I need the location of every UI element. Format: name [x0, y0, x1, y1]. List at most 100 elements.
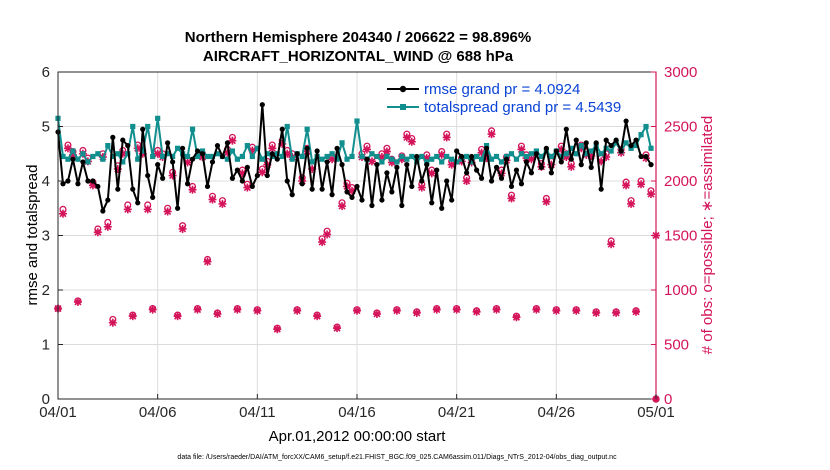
rmse-point — [474, 167, 480, 173]
obs-assimilated-point — [362, 145, 371, 154]
rmse-point — [563, 126, 569, 132]
spread-point — [354, 118, 360, 124]
y-tick-label-right: 2500 — [664, 119, 697, 136]
rmse-point — [289, 192, 295, 198]
rmse-point — [249, 183, 255, 190]
obs-assimilated-point — [567, 162, 576, 171]
rmse-point — [244, 164, 250, 170]
spread-point — [80, 151, 86, 157]
rmse-point — [483, 145, 490, 151]
rmse-point — [533, 151, 540, 157]
obs-assimilated-point — [632, 307, 641, 316]
obs-assimilated-point — [103, 222, 112, 231]
legend-spread-marker — [400, 104, 406, 110]
spread-point — [633, 142, 639, 149]
obs-assimilated-point — [63, 144, 72, 153]
obs-assimilated-point — [637, 180, 646, 189]
spread-point — [214, 151, 221, 157]
spread-point — [583, 151, 589, 157]
rmse-point — [518, 181, 525, 187]
obs-assimilated-point — [372, 309, 381, 318]
spread-point — [598, 151, 604, 157]
obs-assimilated-point — [472, 307, 481, 316]
spread-point — [623, 140, 629, 146]
spread-point — [643, 123, 649, 130]
obs-assimilated-point — [462, 177, 471, 185]
obs-assimilated-point — [188, 185, 197, 194]
obs-assimilated-point — [313, 312, 322, 321]
spread-point — [503, 153, 510, 160]
obs-assimilated-point — [208, 195, 217, 204]
rmse-point — [618, 148, 624, 154]
obs-assimilated-point — [123, 205, 132, 214]
rmse-point — [628, 142, 634, 149]
rmse-point — [464, 170, 470, 176]
y-tick-label-left: 0 — [42, 391, 50, 408]
rmse-point — [125, 142, 131, 149]
obs-assimilated-point — [73, 297, 82, 306]
legend-rmse-label: rmse grand pr = 4.0924 — [424, 81, 580, 98]
rmse-point — [538, 164, 544, 170]
rmse-point — [389, 189, 395, 195]
spread-point — [578, 142, 584, 149]
spread-point — [65, 156, 71, 162]
spread-point — [110, 153, 116, 160]
rmse-point — [130, 186, 136, 192]
rmse-point — [224, 140, 231, 146]
spread-point — [209, 153, 216, 160]
rmse-point — [409, 183, 415, 190]
rmse-point — [279, 126, 285, 132]
rmse-line — [57, 103, 652, 212]
rmse-point — [339, 162, 345, 168]
spread-point — [309, 159, 315, 165]
obs-assimilated-point — [228, 136, 237, 145]
spread-point — [264, 151, 270, 157]
spread-point — [518, 151, 525, 157]
rmse-point — [344, 189, 350, 195]
y-tick-label-right: 0 — [664, 391, 672, 408]
rmse-point — [439, 205, 445, 211]
rmse-point — [498, 175, 505, 181]
spread-point — [135, 156, 141, 162]
spread-point — [120, 159, 126, 165]
spread-point — [369, 151, 375, 157]
rmse-point — [399, 202, 405, 209]
y-tick-label-right: 3000 — [664, 64, 697, 81]
spread-point — [249, 153, 255, 160]
rmse-point — [80, 159, 86, 165]
spread-point — [533, 148, 539, 154]
spread-point — [474, 153, 480, 160]
rmse-point — [603, 137, 609, 143]
spread-point — [444, 153, 450, 160]
y-axis-label-left: rmse and totalspread — [24, 165, 41, 306]
spread-point — [493, 153, 500, 160]
rmse-point — [488, 178, 495, 184]
rmse-point — [459, 153, 465, 160]
obs-assimilated-point — [168, 171, 177, 180]
obs-assimilated-point — [193, 305, 202, 314]
rmse-point — [513, 167, 520, 173]
rmse-point — [359, 197, 365, 203]
obs-assimilated-point — [203, 257, 212, 266]
chart-title-line2: AIRCRAFT_HORIZONTAL_WIND @ 688 hPa — [203, 48, 514, 65]
rmse-point — [503, 156, 510, 162]
y-tick-label-right: 2000 — [664, 173, 697, 190]
spread-point — [508, 151, 515, 157]
spread-point — [349, 153, 355, 160]
spread-point — [90, 153, 96, 160]
spread-point — [573, 151, 579, 157]
rmse-point — [648, 162, 654, 168]
obs-assimilated-point — [592, 308, 601, 317]
rmse-point — [269, 151, 275, 157]
spread-point — [199, 148, 206, 154]
obs-assimilated-point — [93, 228, 102, 237]
spread-point — [184, 153, 191, 160]
spread-point — [478, 156, 485, 162]
rmse-point — [633, 137, 639, 143]
spread-point — [359, 153, 365, 160]
rmse-point — [613, 137, 619, 143]
spread-point — [434, 153, 440, 160]
spread-point — [189, 126, 196, 132]
rmse-point — [623, 118, 629, 124]
rmse-point — [294, 151, 300, 157]
